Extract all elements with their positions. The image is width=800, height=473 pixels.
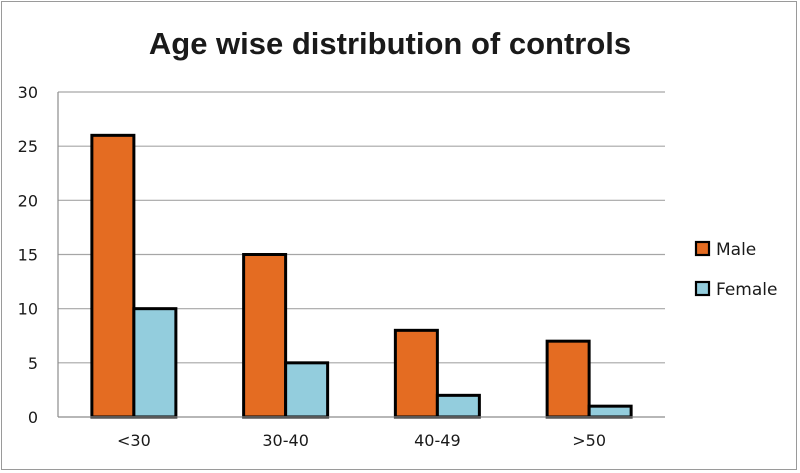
bar-male-0 [90,133,136,419]
bar-male-3 [545,339,591,419]
legend-swatch-female [694,280,711,297]
x-tick-label: >50 [572,431,606,450]
bars [90,133,633,419]
x-tick-label: 30-40 [262,431,309,450]
x-tick-label: <30 [117,431,151,450]
bar-female-3 [587,404,633,419]
legend-label-male: Male [716,240,756,260]
y-tick-label: 20 [18,191,38,210]
x-axis-ticks: <30 30-40 40-49 >50 [117,431,606,450]
x-tick-label: 40-49 [414,431,461,450]
bar-male-1 [242,253,288,419]
y-tick-label: 25 [18,137,38,156]
axes [57,92,665,418]
y-tick-label: 5 [28,354,38,373]
y-tick-label: 0 [28,408,38,427]
chart-title: Age wise distribution of controls [149,26,631,61]
bar-female-0 [132,307,178,419]
y-axis-ticks: 0 5 10 15 20 25 30 [18,83,38,427]
y-tick-label: 30 [18,83,38,102]
bar-male-2 [393,328,439,419]
legend-swatch-male [694,240,711,257]
y-tick-label: 10 [18,300,38,319]
bar-female-1 [284,361,330,419]
bar-female-2 [435,393,481,419]
legend-label-female: Female [716,280,777,300]
legend: Male Female [694,240,777,300]
y-tick-label: 15 [18,246,38,265]
